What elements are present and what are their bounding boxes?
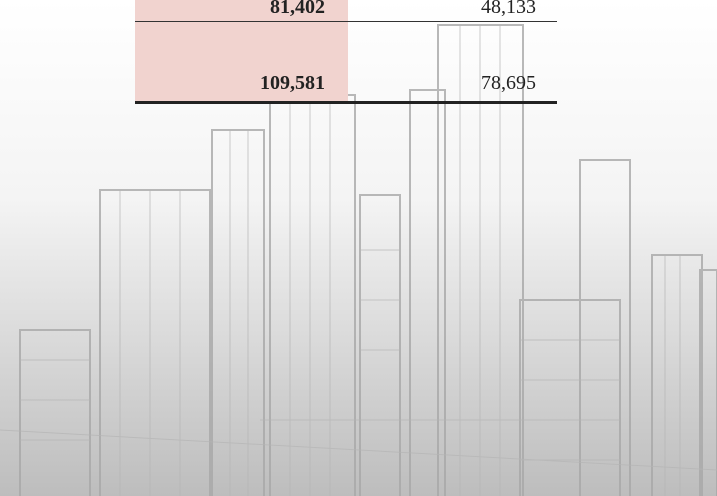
table-cell: 48,133 — [348, 0, 536, 19]
table-cell: 81,402 — [135, 0, 325, 19]
total-rule — [135, 101, 557, 104]
table-cell: 109,581 — [135, 72, 325, 95]
page: 81,402 48,133 109,581 78,695 (() => { co… — [0, 0, 717, 496]
row-rule — [135, 21, 557, 22]
table-cell: 78,695 — [348, 72, 536, 95]
